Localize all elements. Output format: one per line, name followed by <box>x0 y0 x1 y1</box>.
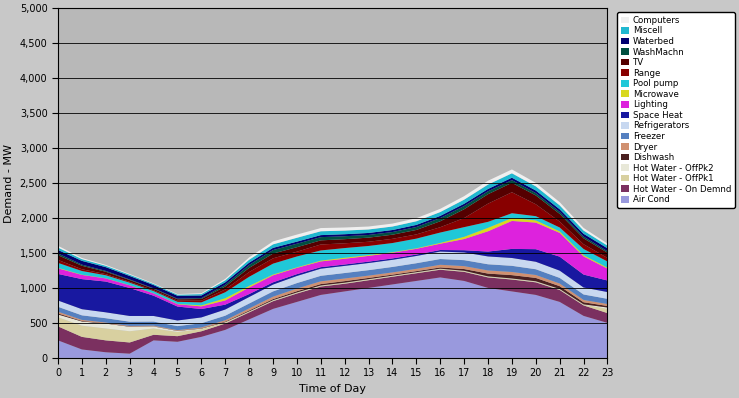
Legend: Computers, Miscell, Waterbed, WashMachn, TV, Range, Pool pump, Microwave, Lighti: Computers, Miscell, Waterbed, WashMachn,… <box>617 12 735 208</box>
X-axis label: Time of Day: Time of Day <box>299 384 367 394</box>
Y-axis label: Demand - MW: Demand - MW <box>4 144 14 222</box>
